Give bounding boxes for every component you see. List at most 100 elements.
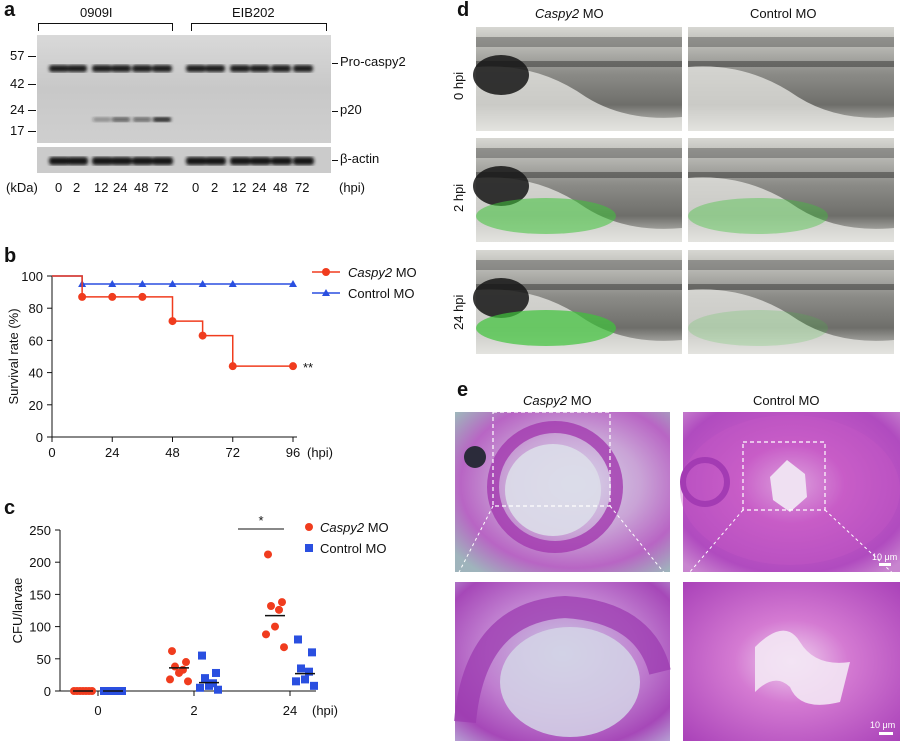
point-s1-4 xyxy=(168,280,177,288)
band-actin-3 xyxy=(111,157,132,165)
band-actin-5 xyxy=(152,157,173,165)
y-tick-label-250: 250 xyxy=(29,523,51,538)
point-s1-c2-6 xyxy=(310,681,318,690)
group-bracket-eib202 xyxy=(191,23,327,31)
point-s1-7 xyxy=(289,280,297,288)
point-s1-6 xyxy=(228,280,237,288)
point-s1-c2-2 xyxy=(297,664,305,673)
band-actin-10 xyxy=(271,157,292,165)
point-s1-c1-4 xyxy=(205,681,213,690)
x-tick-label-48: 48 xyxy=(165,445,179,460)
y-tick-label-100: 100 xyxy=(21,269,43,284)
panel-d-col-header-control: Control MO xyxy=(750,6,817,21)
larva-image-r2-c1 xyxy=(688,250,894,354)
legend-label-0: Caspy2 MO xyxy=(320,520,389,535)
scale-bar-label-bottom: 10 μm xyxy=(870,720,896,730)
lane-label-5: 72 xyxy=(154,180,169,195)
y-tick-label-80: 80 xyxy=(29,301,43,316)
point-s0-c2-0 xyxy=(264,550,272,559)
band-p20-4 xyxy=(133,117,151,122)
lane-label-7: 2 xyxy=(211,180,219,195)
band-label-procaspy2: Pro-caspy2 xyxy=(340,54,406,69)
cfu-scatter-chart: 0 50 100 150 200 250 0 2 24 (hpi) CFU/larvae * Caspy… xyxy=(10,513,389,718)
legend-label-1: Control MO xyxy=(348,286,414,301)
lane-label-6: 0 xyxy=(192,180,200,195)
y-axis-label: CFU/larvae xyxy=(10,578,25,644)
larva-image-r2-c0 xyxy=(473,250,682,354)
x-tick-label-96: 96 xyxy=(286,445,300,460)
mw-marker-57: 57 xyxy=(10,48,25,63)
y-tick-label-0: 0 xyxy=(36,430,43,445)
point-s0-c2-5 xyxy=(262,630,270,639)
mw-marker-42: 42 xyxy=(10,76,25,91)
scale-bar-label-top: 10 μm xyxy=(872,552,898,562)
lane-label-9: 24 xyxy=(252,180,267,195)
band-label-actin: β-actin xyxy=(340,151,380,166)
legend-item-1: Control MO xyxy=(312,286,414,301)
lane-label-0: 0 xyxy=(55,180,63,195)
point-s0-6 xyxy=(228,362,237,371)
band-procaspy2-10 xyxy=(271,65,291,72)
point-s0-c1-4 xyxy=(175,668,183,677)
survival-chart: 0 20 40 60 80 100 0 24 48 72 96 (hpi) Survival rate … xyxy=(6,265,417,460)
y-tick-label-50: 50 xyxy=(37,652,51,667)
larva-image-r1-c1 xyxy=(688,138,894,242)
y-tick-label-150: 150 xyxy=(29,587,51,602)
panel-label-a: a xyxy=(4,0,16,21)
point-s1-c2-3 xyxy=(305,667,313,676)
lane-label-2: 12 xyxy=(94,180,109,195)
larva-image-r0-c1 xyxy=(688,27,894,131)
point-s0-3 xyxy=(138,292,147,301)
legend-label-1: Control MO xyxy=(320,541,386,556)
legend-item-1: Control MO xyxy=(305,541,386,556)
panel-label-c: c xyxy=(4,497,16,519)
band-actin-2 xyxy=(92,157,113,165)
larva-image-r1-c0 xyxy=(473,138,682,242)
x-tick-label-2: 24 xyxy=(283,703,297,718)
band-procaspy2-6 xyxy=(186,65,206,72)
panel-label-e: e xyxy=(457,379,469,401)
mw-tick-57 xyxy=(28,56,36,57)
group-bracket-0909i xyxy=(38,23,173,31)
y-tick-label-100: 100 xyxy=(29,620,51,635)
panel-label-b: b xyxy=(4,245,17,267)
lane-label-10: 48 xyxy=(273,180,288,195)
band-tick-p20 xyxy=(332,111,338,112)
legend-item-0: Caspy2 MO xyxy=(305,520,389,535)
band-label-p20: p20 xyxy=(340,102,362,117)
point-s0-2 xyxy=(108,292,117,301)
band-actin-4 xyxy=(132,157,153,165)
band-actin-8 xyxy=(230,157,251,165)
histology-images xyxy=(454,411,900,741)
band-tick-actin xyxy=(332,160,338,161)
point-s1-c1-2 xyxy=(201,674,209,683)
band-procaspy2-2 xyxy=(92,65,112,72)
blot-membrane-upper xyxy=(37,35,331,143)
band-procaspy2-3 xyxy=(111,65,131,72)
point-s0-c1-1 xyxy=(182,658,190,667)
band-p20-3 xyxy=(112,117,130,122)
x-unit-label: (hpi) xyxy=(312,703,338,718)
band-actin-1 xyxy=(67,157,88,165)
lane-label-4: 48 xyxy=(134,180,149,195)
y-axis-label: Survival rate (%) xyxy=(6,308,21,404)
point-s0-c1-5 xyxy=(166,675,174,684)
y-tick-label-40: 40 xyxy=(29,366,43,381)
legend-marker-0 xyxy=(305,523,313,531)
point-s1-c2-1 xyxy=(308,648,316,657)
point-s1-c2-0 xyxy=(294,635,302,644)
point-s1-c1-6 xyxy=(214,685,222,694)
point-s0-c2-6 xyxy=(280,643,288,652)
point-s1-c1-5 xyxy=(196,683,204,692)
row-header-2hpi: 2 hpi xyxy=(451,183,466,212)
x-tick-label-24: 24 xyxy=(105,445,119,460)
band-tick-procaspy2 xyxy=(332,63,338,64)
band-actin-9 xyxy=(250,157,271,165)
x-tick-label-0: 0 xyxy=(94,703,101,718)
band-procaspy2-8 xyxy=(230,65,250,72)
y-tick-label-60: 60 xyxy=(29,333,43,348)
point-s1-5 xyxy=(198,280,207,288)
lane-label-1: 2 xyxy=(73,180,81,195)
lane-label-11: 72 xyxy=(295,180,310,195)
band-procaspy2-9 xyxy=(250,65,270,72)
